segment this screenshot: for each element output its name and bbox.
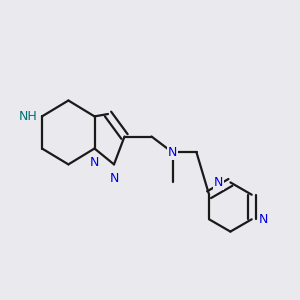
Text: N: N [109,172,119,185]
Text: NH: NH [19,110,38,123]
Text: N: N [90,156,99,169]
Text: N: N [168,146,177,159]
Text: N: N [259,213,268,226]
Text: N: N [214,176,223,189]
